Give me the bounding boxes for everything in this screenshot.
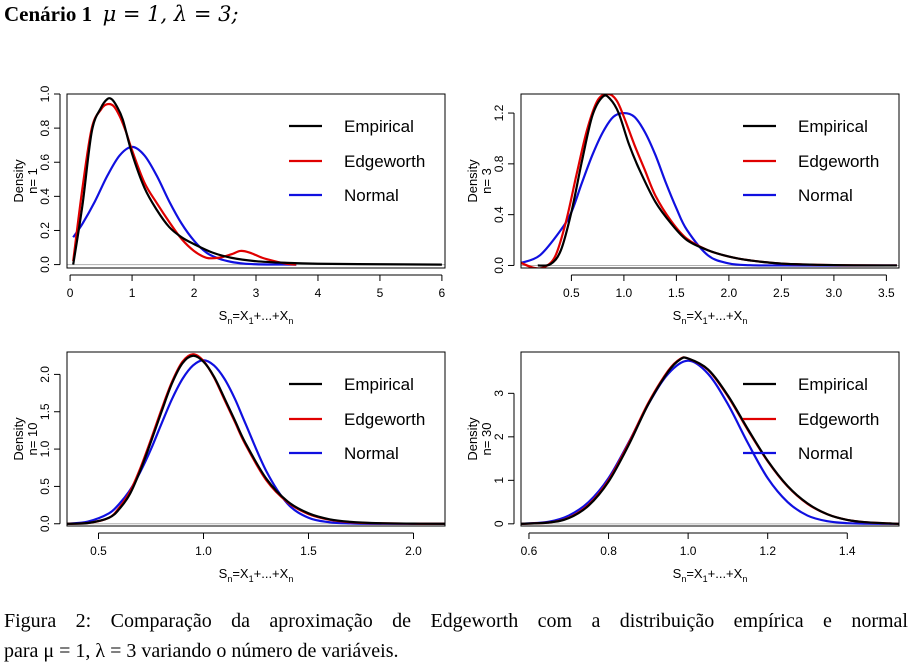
figure-header: Cenário 1 μ = 1, λ = 3;: [4, 2, 239, 27]
x-tick-label: 3: [253, 286, 260, 300]
plot-frame: [520, 351, 900, 527]
y-tick-label: 0: [492, 520, 506, 527]
y-tick-label: 2: [492, 433, 506, 440]
y-tick-label: 1.0: [38, 85, 52, 102]
x-tick-label: 1: [129, 286, 136, 300]
x-tick-label: 1.0: [195, 544, 212, 558]
y-tick-label: 0.0: [38, 515, 52, 532]
y-axis-label: Density: [465, 417, 480, 461]
x-tick-label: 2.0: [721, 286, 738, 300]
plot-frame: [66, 351, 446, 527]
y-tick-label: 0.4: [38, 188, 52, 205]
sample-size-label: n= 10: [25, 423, 40, 456]
figure-caption: Figura 2: Comparação da aproximação de E…: [4, 606, 908, 666]
series-group: [521, 94, 897, 268]
x-tick-label: 2.0: [405, 544, 422, 558]
legend-label-normal: Normal: [344, 186, 399, 205]
legend-label-normal: Normal: [798, 444, 853, 463]
x-tick-label: 6: [439, 286, 446, 300]
y-tick-label: 1.2: [492, 104, 506, 121]
x-tick-label: 5: [377, 286, 384, 300]
density-plot-n1: 0 1 2 3 4 5 6 0.0 0.2 0.4 0.6 0.8 1.0 Density n= 1 Sn=X…: [11, 85, 446, 326]
x-tick-label: 0.5: [90, 544, 107, 558]
x-axis-label: Sn=X1+...+Xn: [673, 308, 748, 326]
sample-size-label: n= 1: [25, 168, 40, 194]
y-axis-label: Density: [11, 159, 26, 203]
sample-size-label: n= 3: [479, 168, 494, 194]
x-axis-label: Sn=X1+...+Xn: [219, 566, 294, 584]
sample-size-label: n= 30: [479, 423, 494, 456]
y-tick-label: 1.0: [38, 440, 52, 457]
y-tick-label: 0.5: [38, 478, 52, 495]
series-line-edgeworth: [72, 102, 297, 266]
legend-label-empirical: Empirical: [798, 375, 868, 394]
legend-label-edgeworth: Edgeworth: [344, 410, 425, 429]
series-group: [72, 97, 442, 266]
series-line-normal: [72, 145, 297, 266]
legend-label-empirical: Empirical: [344, 117, 414, 136]
x-tick-label: 1.5: [668, 286, 685, 300]
legend-label-normal: Normal: [344, 444, 399, 463]
plot-frame: [520, 93, 900, 269]
legend-label-edgeworth: Edgeworth: [798, 410, 879, 429]
density-plot-n10: 0.5 1.0 1.5 2.0 0.0 0.5 1.0 1.5 2.0 Density n= 10 S…: [11, 351, 446, 584]
y-tick-label: 0.8: [492, 155, 506, 172]
x-tick-label: 1.4: [839, 544, 856, 558]
x-tick-label: 0.6: [521, 544, 538, 558]
x-tick-label: 2.5: [773, 286, 790, 300]
series-group: [67, 353, 445, 525]
x-tick-label: 4: [315, 286, 322, 300]
y-tick-label: 0.0: [492, 257, 506, 274]
series-line-empirical: [67, 354, 445, 525]
plot-frame: [66, 93, 446, 269]
x-tick-label: 1.0: [616, 286, 633, 300]
series-line-normal: [521, 359, 899, 525]
x-tick-label: 0.8: [600, 544, 617, 558]
legend-label-edgeworth: Edgeworth: [798, 152, 879, 171]
x-tick-label: 1.0: [680, 544, 697, 558]
y-tick-label: 0.6: [38, 154, 52, 171]
series-line-empirical: [537, 94, 897, 267]
x-tick-label: 1.5: [300, 544, 317, 558]
y-tick-label: 1.5: [38, 403, 52, 420]
x-tick-label: 1.2: [759, 544, 776, 558]
legend-label-empirical: Empirical: [344, 375, 414, 394]
series-group: [521, 356, 899, 525]
x-tick-label: 3.5: [878, 286, 895, 300]
legend-label-edgeworth: Edgeworth: [344, 152, 425, 171]
legend-label-normal: Normal: [798, 186, 853, 205]
y-tick-label: 0.8: [38, 119, 52, 136]
series-line-empirical: [521, 356, 899, 525]
series-line-empirical: [72, 97, 442, 266]
y-tick-label: 2.0: [38, 366, 52, 383]
y-axis-label: Density: [11, 417, 26, 461]
density-plot-n3: 0.5 1.0 1.5 2.0 2.5 3.0 3.5 0.0 0.4 0.8 1.2 Density…: [465, 93, 900, 326]
caption-line-1: Figura 2: Comparação da aproximação de E…: [4, 610, 908, 632]
x-axis-label: Sn=X1+...+Xn: [219, 308, 294, 326]
y-tick-label: 0.0: [38, 256, 52, 273]
x-tick-label: 0: [67, 286, 74, 300]
y-tick-label: 0.2: [38, 222, 52, 239]
scenario-params: μ = 1, λ = 3;: [102, 2, 239, 26]
x-tick-label: 3.0: [826, 286, 843, 300]
y-tick-label: 0.4: [492, 206, 506, 223]
x-axis-label: Sn=X1+...+Xn: [673, 566, 748, 584]
scenario-label: Cenário 1: [4, 2, 93, 26]
density-plot-n30: 0.6 0.8 1.0 1.2 1.4 0 1 2 3 Density n= 30 Sn=X1+...…: [465, 351, 900, 584]
legend-label-empirical: Empirical: [798, 117, 868, 136]
y-tick-label: 1: [492, 477, 506, 484]
x-tick-label: 2: [191, 286, 198, 300]
caption-line-2: para μ = 1, λ = 3 variando o número de v…: [4, 640, 399, 662]
y-tick-label: 3: [492, 390, 506, 397]
x-tick-label: 0.5: [563, 286, 580, 300]
y-axis-label: Density: [465, 159, 480, 203]
